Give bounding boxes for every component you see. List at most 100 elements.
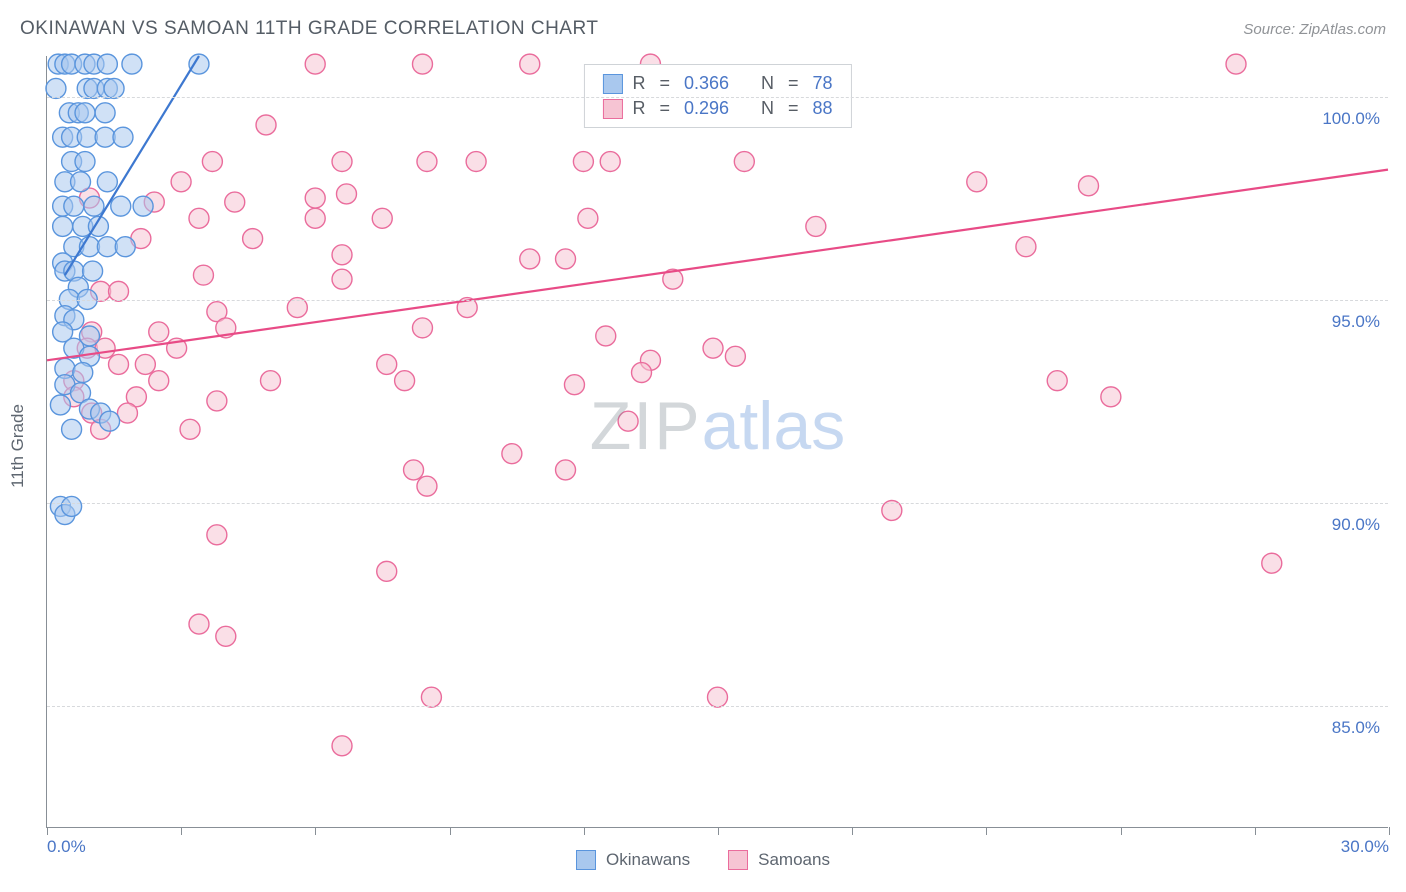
legend-item: Okinawans [576,850,690,870]
trend-line [47,170,1388,361]
data-point [556,460,576,480]
data-point [600,152,620,172]
data-point [189,614,209,634]
data-point [62,496,82,516]
x-tick-mark [718,827,719,835]
data-point [83,261,103,281]
gridline [47,97,1388,98]
data-point [113,127,133,147]
data-point [171,172,191,192]
data-point [50,395,70,415]
data-point [207,391,227,411]
data-point [404,460,424,480]
stat-N-value: 78 [813,73,833,94]
source-link[interactable]: ZipAtlas.com [1299,21,1386,38]
data-point [596,326,616,346]
chart-svg [47,56,1388,827]
data-point [708,687,728,707]
data-point [46,78,66,98]
data-point [53,216,73,236]
legend-swatch [728,850,748,870]
gridline [47,503,1388,504]
data-point [332,269,352,289]
x-tick-mark [450,827,451,835]
x-tick-mark [1121,827,1122,835]
stat-N-value: 88 [813,98,833,119]
data-point [97,237,117,257]
stat-R-label: R [632,73,645,94]
data-point [97,172,117,192]
source-label: Source: [1243,21,1295,38]
data-point [336,184,356,204]
data-point [100,411,120,431]
data-point [109,281,129,301]
data-point [332,152,352,172]
data-point [180,419,200,439]
stat-N-label: N [761,98,774,119]
data-point [133,196,153,216]
stat-R-value: 0.366 [684,73,729,94]
data-point [111,196,131,216]
data-point [193,265,213,285]
y-tick-label: 90.0% [1332,515,1380,535]
data-point [520,249,540,269]
stat-R-label: R [632,98,645,119]
data-point [1047,371,1067,391]
data-point [189,208,209,228]
data-point [64,196,84,216]
data-point [305,54,325,74]
bottom-legend: Okinawans Samoans [0,850,1406,870]
stats-row: R=0.366N=78 [602,71,832,96]
legend-swatch [576,850,596,870]
x-tick-mark [181,827,182,835]
data-point [556,249,576,269]
data-point [466,152,486,172]
data-point [725,346,745,366]
data-point [95,103,115,123]
x-tick-mark [47,827,48,835]
data-point [305,188,325,208]
data-point [967,172,987,192]
data-point [149,322,169,342]
data-point [520,54,540,74]
x-tick-mark [1389,827,1390,835]
data-point [104,78,124,98]
data-point [417,476,437,496]
x-tick-mark [852,827,853,835]
chart-title: OKINAWAN VS SAMOAN 11TH GRADE CORRELATIO… [20,18,598,40]
data-point [734,152,754,172]
data-point [243,229,263,249]
data-point [95,127,115,147]
data-point [332,245,352,265]
data-point [632,363,652,383]
legend-item: Samoans [728,850,830,870]
x-tick-mark [986,827,987,835]
data-point [305,208,325,228]
data-point [502,444,522,464]
data-point [395,371,415,391]
x-tick-mark [315,827,316,835]
data-point [135,354,155,374]
data-point [84,196,104,216]
gridline [47,300,1388,301]
data-point [564,375,584,395]
legend-label: Samoans [758,850,830,870]
data-point [97,54,117,74]
gridline [47,706,1388,707]
y-axis-label: 11th Grade [8,404,28,488]
plot-area: ZIPatlas R=0.366N=78R=0.296N=88 85.0%90.… [46,56,1388,828]
data-point [149,371,169,391]
chart-source: Source: ZipAtlas.com [1243,21,1386,38]
data-point [412,318,432,338]
data-point [75,152,95,172]
data-point [1016,237,1036,257]
data-point [75,103,95,123]
data-point [202,152,222,172]
data-point [1226,54,1246,74]
y-tick-label: 95.0% [1332,312,1380,332]
x-tick-mark [1255,827,1256,835]
y-tick-label: 100.0% [1322,109,1380,129]
data-point [77,127,97,147]
data-point [122,54,142,74]
data-point [216,626,236,646]
